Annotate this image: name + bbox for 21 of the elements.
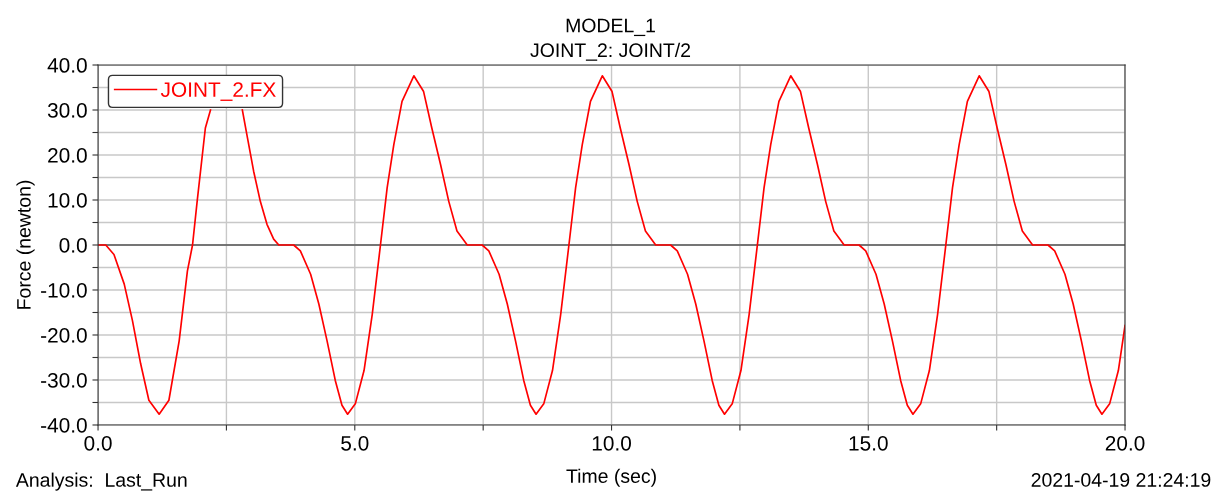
x-tick-label: 15.0	[849, 435, 888, 451]
legend-label: JOINT_2.FX	[160, 82, 276, 101]
x-axis-title: Time (sec)	[566, 468, 656, 487]
y-tick-label: -40.0	[41, 417, 87, 433]
y-tick-label: 40.0	[47, 58, 87, 73]
text: Analysis: Last_Run	[15, 472, 187, 491]
x-tick-label: 0.0	[84, 435, 112, 451]
x-tick-label: 5.0	[341, 435, 369, 451]
y-tick-label: 10.0	[48, 193, 87, 208]
text: 2021-04-19 21:24:19	[1031, 473, 1211, 487]
y-tick-label: 20.0	[48, 148, 87, 163]
x-tick-label: 20.0	[1105, 435, 1145, 451]
chart-subtitle: JOINT_2: JOINT/2	[530, 42, 691, 61]
y-tick-label: 0.0	[59, 238, 87, 253]
y-tick-label: -10.0	[41, 283, 87, 298]
x-tick-label: 10.0	[592, 435, 631, 451]
y-tick-label: 30.0	[47, 103, 87, 118]
chart-title: MODEL_1	[566, 18, 655, 37]
y-tick-label: -30.0	[41, 372, 87, 388]
y-tick-label: -20.0	[41, 328, 87, 343]
y-axis-title: Force (newton)	[16, 180, 35, 309]
